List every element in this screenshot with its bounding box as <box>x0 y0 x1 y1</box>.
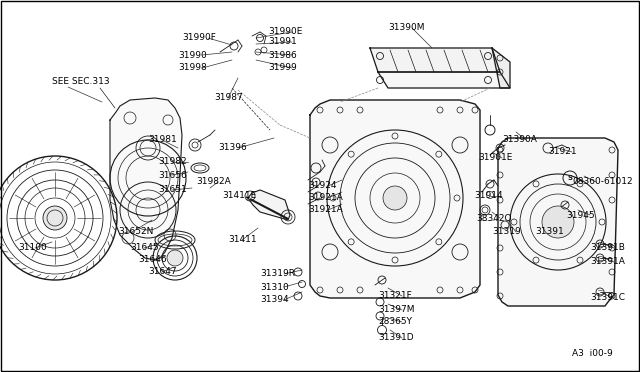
Text: 31394: 31394 <box>260 295 289 305</box>
Text: 31990F: 31990F <box>182 33 216 42</box>
Text: 31921: 31921 <box>548 148 577 157</box>
Text: 31921A: 31921A <box>308 205 343 215</box>
Circle shape <box>542 206 574 238</box>
Text: 31411E: 31411E <box>222 192 256 201</box>
Text: 31991: 31991 <box>268 38 297 46</box>
Text: 31391: 31391 <box>535 228 564 237</box>
Text: 31411: 31411 <box>228 235 257 244</box>
Text: 31397M: 31397M <box>378 305 415 314</box>
Text: 31321F: 31321F <box>378 292 412 301</box>
Text: 31921A: 31921A <box>308 193 343 202</box>
Text: 31914: 31914 <box>474 192 502 201</box>
Polygon shape <box>498 138 618 306</box>
Text: 31982A: 31982A <box>196 177 231 186</box>
Text: 31901E: 31901E <box>478 154 513 163</box>
Text: 38342Q: 38342Q <box>476 214 511 222</box>
Text: 31998: 31998 <box>178 64 207 73</box>
Text: 31391D: 31391D <box>378 334 413 343</box>
Polygon shape <box>492 48 510 88</box>
Text: 31319: 31319 <box>492 228 521 237</box>
Circle shape <box>383 186 407 210</box>
Polygon shape <box>110 98 182 260</box>
Text: 31981: 31981 <box>148 135 177 144</box>
Text: 31310: 31310 <box>260 282 289 292</box>
Text: 31990E: 31990E <box>268 28 302 36</box>
Polygon shape <box>370 48 500 72</box>
Text: 31647: 31647 <box>148 267 177 276</box>
Text: 31990: 31990 <box>178 51 207 60</box>
Text: 31945: 31945 <box>566 211 595 219</box>
Text: 31986: 31986 <box>268 51 297 60</box>
Text: 08360-61012: 08360-61012 <box>572 177 632 186</box>
Circle shape <box>43 206 67 230</box>
Polygon shape <box>248 190 290 220</box>
Text: 31651: 31651 <box>158 186 187 195</box>
Text: 31396: 31396 <box>218 144 247 153</box>
Text: 31652N: 31652N <box>118 228 154 237</box>
Text: 31319R: 31319R <box>260 269 295 279</box>
Polygon shape <box>310 100 480 298</box>
Text: 31656: 31656 <box>158 170 187 180</box>
Text: 31390A: 31390A <box>502 135 537 144</box>
Text: 31391C: 31391C <box>590 294 625 302</box>
Text: A3  i00-9: A3 i00-9 <box>572 350 612 359</box>
Text: 31999: 31999 <box>268 64 297 73</box>
Text: 31645: 31645 <box>130 244 159 253</box>
Text: 31391A: 31391A <box>590 257 625 266</box>
Text: S: S <box>568 175 573 181</box>
Text: 31100: 31100 <box>18 244 47 253</box>
Text: 31924: 31924 <box>308 182 337 190</box>
Polygon shape <box>378 72 510 88</box>
Text: 31390M: 31390M <box>388 23 424 32</box>
Text: 31646: 31646 <box>138 256 166 264</box>
Text: 31391B: 31391B <box>590 244 625 253</box>
Text: 31987: 31987 <box>214 93 243 103</box>
Ellipse shape <box>167 250 183 266</box>
Text: SEE SEC.313: SEE SEC.313 <box>52 77 109 87</box>
Text: 31982: 31982 <box>158 157 187 167</box>
Text: 28365Y: 28365Y <box>378 317 412 327</box>
